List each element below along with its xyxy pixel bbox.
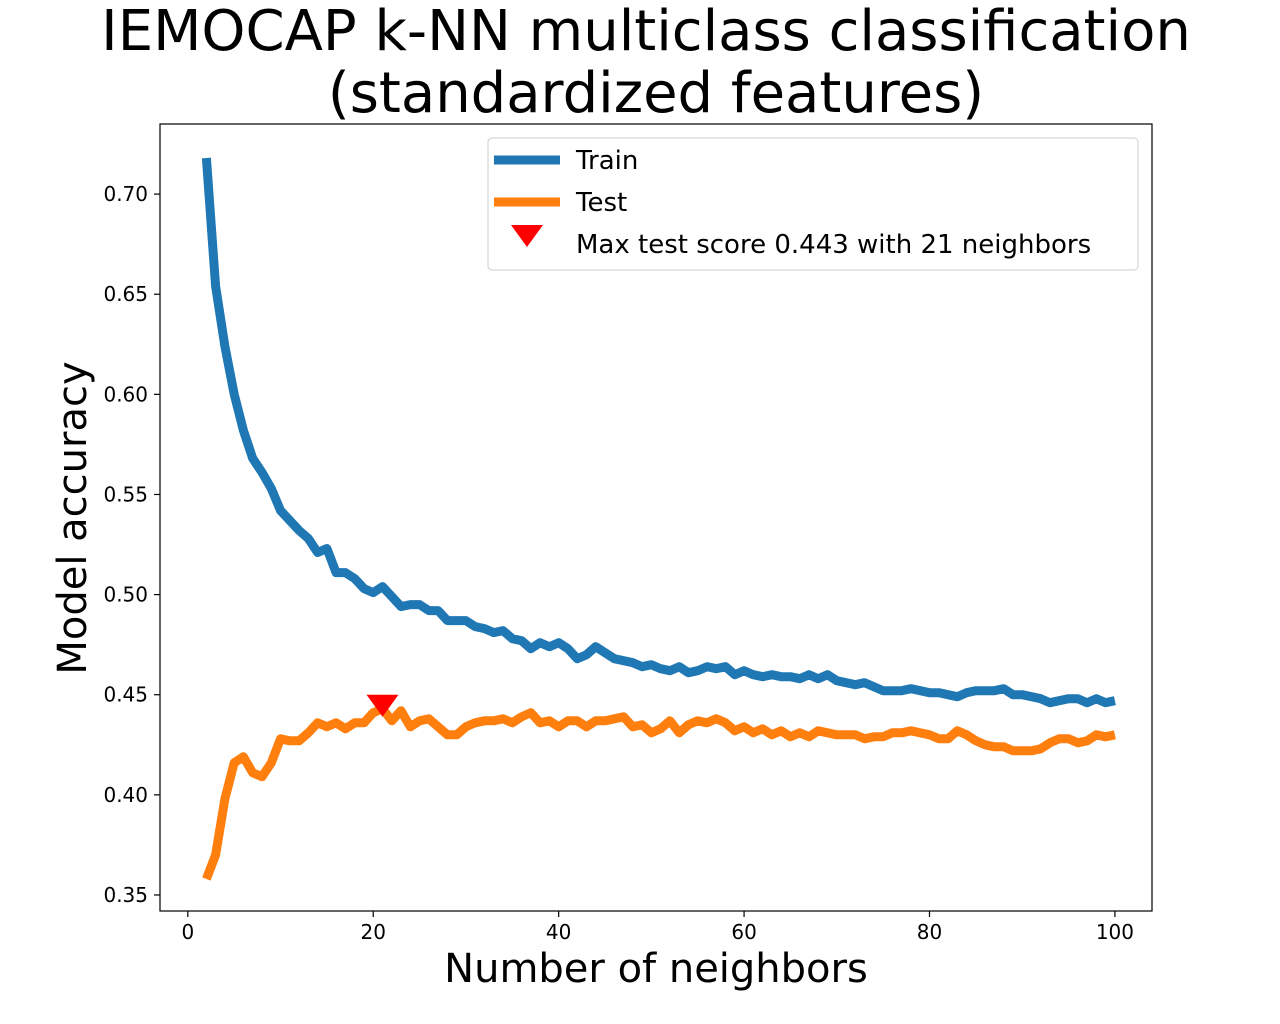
legend-train-label: Train <box>575 146 638 176</box>
x-tick-label: 60 <box>731 920 756 944</box>
y-axis-label: Model accuracy <box>50 361 96 674</box>
plot-area <box>201 157 1116 881</box>
x-tick-label: 20 <box>361 920 386 944</box>
legend-test-label: Test <box>575 188 627 218</box>
y-tick-label: 0.60 <box>103 382 148 406</box>
legend-box <box>487 137 1139 271</box>
x-tick-label: 0 <box>181 920 194 944</box>
y-tick-label: 0.65 <box>103 282 148 306</box>
legend-max-marker-swatch <box>511 225 543 247</box>
y-axis: 0.35 0.40 0.45 0.50 0.55 0.60 0.65 0.70 <box>103 182 160 907</box>
series-test-line <box>202 704 1116 881</box>
x-tick-label: 80 <box>917 920 942 944</box>
legend-max-marker-label: Max test score 0.443 with 21 neighbors <box>576 230 1091 260</box>
y-tick-label: 0.35 <box>103 883 148 907</box>
plot-frame <box>159 123 1153 912</box>
chart-subtitle: (standardized features) <box>328 61 984 126</box>
y-tick-label: 0.55 <box>103 482 148 506</box>
y-tick-label: 0.70 <box>103 182 148 206</box>
x-axis-label: Number of neighbors <box>444 946 868 992</box>
x-axis: 0 20 40 60 80 100 <box>181 911 1134 944</box>
chart-title: IEMOCAP k-NN multiclass classification <box>101 0 1191 64</box>
y-tick-label: 0.45 <box>103 683 148 707</box>
max-test-score-marker <box>366 694 399 717</box>
x-tick-label: 40 <box>546 920 571 944</box>
series-train-line <box>201 157 1116 708</box>
y-tick-label: 0.50 <box>103 583 148 607</box>
y-tick-label: 0.40 <box>103 783 148 807</box>
x-tick-label: 100 <box>1096 920 1134 944</box>
legend: Train Test Max test score 0.443 with 21 … <box>487 137 1139 271</box>
